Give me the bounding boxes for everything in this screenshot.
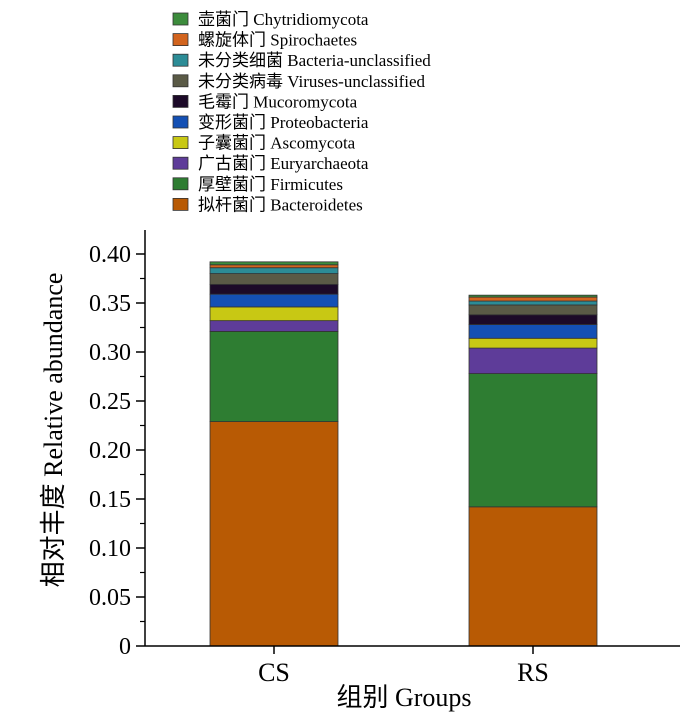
bar-segment	[209, 306, 339, 322]
legend: 壶菌门 Chytridiomycota 螺旋体门 Spirochaetes未分类细…	[172, 10, 431, 214]
x-tick-label: RS	[517, 658, 549, 687]
bars	[209, 261, 598, 647]
bar-segment	[468, 294, 598, 298]
legend-label: 拟杆菌门 Bacteroidetes	[198, 195, 363, 214]
legend-label: 未分类细菌 Bacteria-unclassified	[198, 51, 431, 70]
bar-segment	[468, 300, 598, 306]
y-tick-label: 0.10	[89, 536, 131, 562]
legend-label: 毛霉门 Mucoromycota	[198, 92, 358, 111]
bar-segment	[468, 324, 598, 339]
legend-label: 变形菌门 Proteobacteria	[198, 113, 369, 132]
bar-segment	[468, 347, 598, 374]
y-tick-label: 0.25	[89, 389, 131, 415]
y-tick-label: 0.15	[89, 487, 131, 513]
bar-segment	[468, 314, 598, 325]
bar-segment	[468, 506, 598, 647]
bar-segment	[209, 293, 339, 308]
bar-segment	[209, 264, 339, 269]
legend-label: 壶菌门 Chytridiomycota	[198, 10, 369, 29]
legend-label: 螺旋体门 Spirochaetes	[198, 31, 357, 50]
y-tick-label: 0.30	[89, 340, 131, 366]
legend-swatch	[172, 115, 189, 129]
bar-segment	[468, 337, 598, 349]
bar-segment	[209, 320, 339, 332]
legend-label: 子囊菌门 Ascomycota	[198, 134, 356, 153]
legend-swatch	[172, 33, 189, 46]
legend-swatch	[172, 12, 189, 26]
legend-swatch	[172, 95, 189, 108]
bar-segment	[209, 261, 339, 266]
legend-swatch	[172, 197, 189, 211]
axes	[144, 230, 680, 647]
y-tick-label: 0.40	[89, 242, 131, 268]
bar-segment	[468, 304, 598, 316]
legend-swatch	[172, 53, 189, 67]
y-tick-label: 0	[119, 634, 131, 660]
y-ticks: 0 0.05 0.10 0.15 0.20 0.25 0.30 0.35 0.40	[89, 242, 145, 660]
legend-swatch	[172, 156, 189, 170]
y-tick-label: 0.35	[89, 291, 131, 317]
legend-swatch	[172, 74, 189, 88]
legend-label: 广古菌门 Euryarchaeota	[198, 154, 369, 173]
y-tick-label: 0.20	[89, 438, 131, 464]
bar-segment	[468, 296, 598, 302]
x-tick-label: CS	[258, 658, 290, 687]
legend-swatch	[172, 136, 189, 150]
x-ticks: CS RS	[258, 646, 549, 687]
y-axis-title: 相对丰度 Relative abundance	[39, 273, 68, 588]
bar-segment	[209, 421, 339, 647]
legend-label: 未分类病毒 Viruses-unclassified	[198, 72, 426, 91]
bar-segment	[209, 331, 339, 422]
bar-segment	[209, 273, 339, 285]
bar-segment	[468, 373, 598, 508]
y-tick-label: 0.05	[89, 585, 131, 611]
bar-segment	[209, 267, 339, 275]
x-axis-title: 组别 Groups	[336, 683, 471, 712]
legend-label: 厚壁菌门 Firmicutes	[198, 175, 343, 194]
legend-swatch	[172, 177, 189, 191]
bar-segment	[209, 283, 339, 295]
